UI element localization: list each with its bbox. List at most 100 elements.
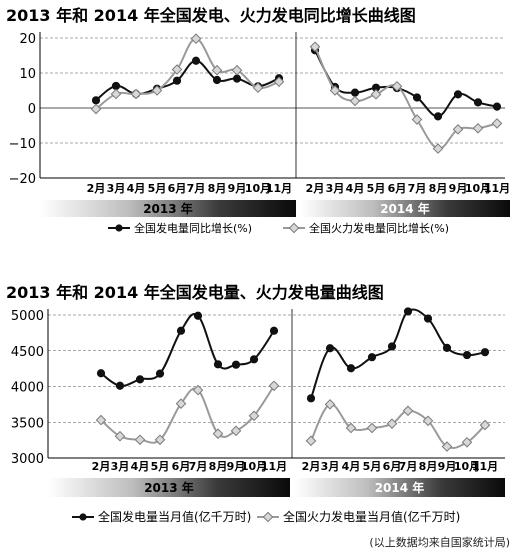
x-tick-label: 2月 — [87, 182, 106, 195]
data-point-diamond — [472, 122, 484, 134]
year-band — [294, 478, 505, 497]
data-point-circle — [453, 90, 463, 99]
data-point-diamond — [329, 85, 341, 96]
data-point-circle — [480, 348, 490, 357]
data-point-diamond — [324, 399, 336, 410]
x-tick-label: 11月 — [266, 182, 292, 195]
series-line-1 — [314, 49, 498, 118]
data-point-diamond — [231, 64, 243, 76]
data-point-diamond — [130, 88, 142, 100]
data-point-diamond — [422, 415, 434, 427]
x-tick-label: 2月 — [306, 182, 325, 195]
legend-marker-circle — [115, 224, 123, 232]
data-point-circle — [492, 102, 502, 111]
x-tick-label: 8月 — [429, 182, 448, 195]
x-tick-label: 4月 — [342, 460, 361, 473]
x-tick-label: 7月 — [408, 182, 427, 195]
x-tick-label: 9月 — [438, 460, 457, 473]
source-note: (以上数据均来自国家统计局) — [369, 535, 510, 549]
year-label: 2013 年 — [144, 480, 194, 495]
data-point-circle — [193, 311, 203, 320]
data-point-diamond — [190, 33, 202, 45]
data-point-circle — [403, 307, 413, 316]
y-tick-label: 10 — [19, 67, 36, 82]
data-point-diamond — [252, 82, 264, 94]
x-tick-label: 6月 — [168, 182, 187, 195]
x-tick-label: 2月 — [302, 460, 321, 473]
data-point-circle — [350, 88, 360, 97]
data-point-diamond — [211, 64, 223, 76]
data-point-diamond — [90, 103, 102, 115]
series-line-2 — [95, 37, 280, 110]
data-point-diamond — [273, 76, 285, 88]
data-point-circle — [306, 394, 316, 403]
legend-label: 全国火力发电量当月值(亿千万时) — [283, 509, 460, 524]
x-tick-label: 10月 — [245, 182, 271, 195]
series-line-2 — [310, 403, 486, 450]
data-point-diamond — [230, 425, 242, 437]
data-point-diamond — [491, 118, 503, 129]
series-line-1 — [310, 308, 486, 399]
data-point-circle — [412, 93, 422, 102]
data-point-diamond — [402, 405, 414, 417]
data-point-circle — [191, 56, 201, 65]
data-point-diamond — [411, 114, 423, 125]
year-band — [40, 200, 296, 217]
legend-marker-circle — [79, 513, 87, 521]
data-point-diamond — [305, 435, 317, 447]
legend-label: 全国发电量当月值(亿千万时) — [98, 509, 251, 524]
legend-marker-diamond — [288, 222, 300, 234]
data-point-diamond — [175, 398, 187, 409]
x-tick-label: 3月 — [107, 182, 126, 195]
data-point-circle — [325, 344, 335, 353]
x-tick-label: 8月 — [419, 460, 438, 473]
legend-marker-diamond — [262, 511, 274, 523]
data-point-diamond — [391, 80, 403, 92]
x-tick-label: 4月 — [127, 182, 146, 195]
data-point-diamond — [441, 441, 453, 452]
data-point-diamond — [432, 143, 444, 154]
data-point-circle — [249, 355, 259, 364]
year-band — [48, 478, 290, 497]
x-tick-label: 9月 — [449, 182, 468, 195]
data-point-circle — [462, 350, 472, 360]
data-point-circle — [232, 74, 242, 83]
x-tick-label: 7月 — [187, 182, 206, 195]
x-tick-label: 7月 — [189, 460, 208, 473]
y-tick-label: 4000 — [11, 381, 44, 396]
data-point-diamond — [309, 41, 321, 53]
y-tick-label: −10 — [9, 137, 36, 152]
data-point-circle — [442, 343, 452, 352]
y-tick-label: 3000 — [11, 452, 44, 467]
chart-2: 2013 年和 2014 年全国发电量、火力发电量曲线图 5000 4500 4000… — [6, 283, 505, 524]
x-tick-label: 5月 — [363, 460, 382, 473]
x-tick-label: 6月 — [388, 182, 407, 195]
data-point-diamond — [268, 380, 280, 392]
x-tick-label: 10月 — [454, 460, 480, 473]
x-tick-label: 4月 — [131, 460, 150, 473]
legend-label: 全国火力发电量同比增长(%) — [309, 221, 449, 235]
x-tick-label: 9月 — [228, 182, 247, 195]
data-point-circle — [135, 375, 145, 384]
data-point-circle — [423, 314, 433, 323]
data-point-diamond — [366, 422, 378, 434]
data-point-circle — [231, 360, 241, 369]
data-point-circle — [433, 112, 443, 121]
data-point-diamond — [95, 414, 107, 426]
chart-title: 2013 年和 2014 年全国发电量、火力发电量曲线图 — [6, 283, 384, 302]
x-tick-label: 5月 — [151, 460, 170, 473]
year-label: 2013 年 — [143, 201, 193, 216]
data-point-circle — [172, 76, 182, 85]
data-point-diamond — [248, 410, 260, 422]
year-band — [300, 200, 510, 217]
series-line-1 — [95, 59, 280, 102]
data-point-diamond — [345, 422, 357, 434]
data-point-circle — [155, 369, 165, 378]
y-tick-label: 20 — [19, 32, 36, 47]
data-point-diamond — [171, 64, 183, 75]
x-tick-label: 5月 — [148, 182, 167, 195]
legend-label: 全国发电量同比增长(%) — [134, 221, 252, 235]
data-point-diamond — [349, 95, 361, 107]
x-tick-label: 3月 — [321, 460, 340, 473]
